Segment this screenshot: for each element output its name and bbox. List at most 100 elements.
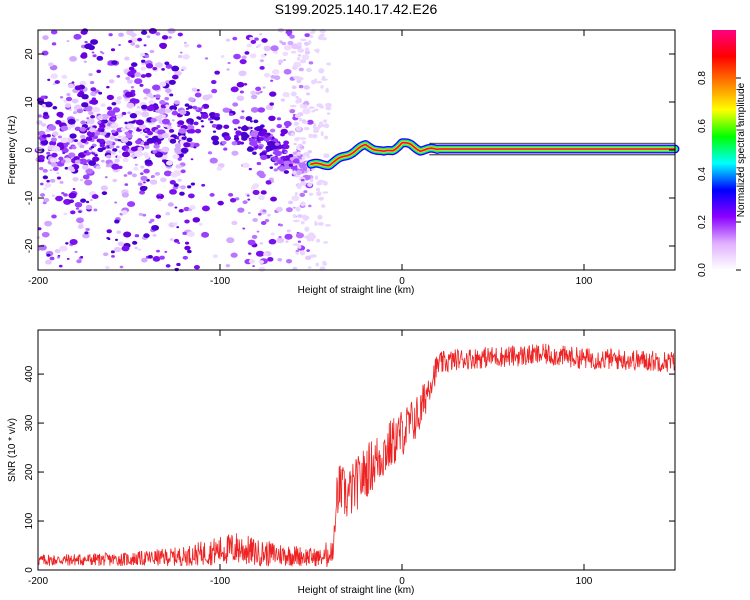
- spectrogram-noise-blob: [60, 137, 69, 144]
- spectrogram-noise-blob: [314, 78, 318, 83]
- spectrogram-noise-blob: [177, 120, 185, 126]
- spectrogram-noise-blob: [237, 207, 245, 213]
- spectrogram-noise-blob: [152, 256, 161, 262]
- spectrogram-noise-blob: [278, 62, 282, 65]
- spectrogram-noise-blob: [143, 181, 146, 184]
- spectrogram-noise-blob: [296, 184, 302, 190]
- spectrogram-noise-blob: [187, 105, 193, 109]
- spectrogram-noise-blob: [132, 126, 137, 130]
- spectrogram-noise-blob: [134, 163, 138, 166]
- spectrogram-noise-blob: [299, 59, 307, 64]
- spectrogram-noise-blob: [121, 245, 130, 252]
- spectrogram-noise-blob: [236, 95, 245, 101]
- spectrogram-noise-blob: [315, 262, 320, 267]
- spectrogram-noise-blob: [172, 222, 178, 226]
- spectrogram-noise-blob: [44, 182, 52, 188]
- spectrogram-noise-blob: [84, 179, 93, 186]
- spectrogram-noise-blob: [68, 192, 77, 199]
- spectrogram-noise-blob: [302, 108, 311, 115]
- spectrogram-noise-blob: [98, 91, 103, 95]
- spectrogram-noise-blob: [271, 69, 280, 75]
- spectrogram-noise-blob: [250, 39, 257, 44]
- spectrogram-noise-blob: [260, 190, 267, 195]
- spectrogram-noise-blob: [144, 54, 150, 59]
- spectrogram-noise-blob: [51, 214, 57, 219]
- spectrogram-noise-blob: [139, 172, 144, 175]
- spectrogram-noise-blob: [75, 118, 80, 122]
- spectrogram-noise-blob: [114, 238, 119, 241]
- spectrogram-noise-blob: [65, 96, 73, 102]
- spectrogram-signal-band: [310, 142, 676, 167]
- spectrogram-noise-blob: [304, 47, 310, 52]
- spectrogram-noise-blob: [131, 131, 135, 134]
- spectrogram-noise-blob: [323, 153, 330, 159]
- spectrogram-noise-blob: [190, 158, 194, 161]
- spectrogram-noise-blob: [188, 120, 192, 123]
- spectrogram-noise-blob: [49, 169, 53, 172]
- spectrogram-noise-blob: [164, 97, 170, 101]
- snr-frame: [37, 329, 676, 571]
- spectrogram-content: [34, 27, 680, 272]
- spectrogram-noise-blob: [122, 157, 129, 163]
- spectrogram-noise-blob: [285, 240, 289, 243]
- spectrogram-noise-blob: [167, 27, 176, 34]
- spectrogram-noise-blob: [178, 208, 184, 213]
- spectrogram-noise-blob: [56, 176, 62, 180]
- spectrogram-noise-blob: [245, 116, 253, 122]
- spectrogram-noise-blob: [106, 106, 113, 111]
- spectrogram-noise-blob: [308, 106, 315, 109]
- spectrogram-noise-blob: [145, 63, 154, 69]
- spectrogram-noise-blob: [129, 113, 138, 119]
- spectrogram-noise-blob: [193, 264, 200, 270]
- spectrogram-noise-blob: [52, 145, 61, 152]
- spectrogram-noise-blob: [290, 91, 297, 97]
- spectrogram-noise-blob: [80, 198, 87, 203]
- spectrogram-noise-blob: [322, 180, 328, 186]
- spectrogram-noise-blob: [242, 200, 248, 205]
- spectrogram-noise-blob: [309, 31, 316, 35]
- spectrogram-noise-blob: [156, 193, 165, 200]
- spectrogram-noise-blob: [66, 257, 70, 260]
- spectrogram-noise-blob: [201, 183, 206, 187]
- spectrogram-noise-blob: [209, 120, 214, 124]
- spectrogram-noise-blob: [154, 142, 158, 145]
- spectrogram-noise-blob: [291, 50, 297, 54]
- spectrogram-noise-blob: [85, 227, 90, 232]
- spectrogram-noise-blob: [103, 138, 109, 142]
- spectrogram-noise-blob: [285, 29, 293, 35]
- spectrogram-noise-blob: [98, 138, 105, 143]
- spectrogram-noise-blob: [84, 43, 92, 50]
- spectrogram-noise-blob: [258, 145, 263, 150]
- spectrogram-noise-blob: [77, 224, 84, 229]
- spectrogram-noise-blob: [235, 130, 243, 136]
- spectrogram-noise-blob: [161, 146, 170, 153]
- spectrogram-noise-blob: [318, 68, 325, 74]
- spectrogram-noise-blob: [244, 51, 250, 55]
- spectrogram-noise-blob: [68, 108, 72, 111]
- spectrogram-noise-blob: [138, 123, 147, 130]
- spectrogram-noise-blob: [37, 154, 45, 161]
- spectrogram-noise-blob: [130, 86, 135, 89]
- spectrogram-noise-blob: [289, 34, 295, 39]
- spectrogram-noise-blob: [292, 243, 300, 246]
- spectrogram-noise-blob: [258, 213, 262, 216]
- spectrogram-noise-blob: [78, 158, 88, 165]
- spectrogram-noise-blob: [168, 128, 175, 133]
- spectrogram-noise-blob: [61, 74, 68, 80]
- spectrogram-noise-blob: [114, 201, 118, 204]
- spectrogram-noise-blob: [301, 121, 309, 124]
- spectrogram-noise-blob: [297, 54, 302, 57]
- spectrogram-noise-blob: [321, 204, 326, 208]
- spectrogram-noise-blob: [298, 67, 304, 72]
- spectrogram-noise-blob: [223, 124, 230, 129]
- spectrogram-noise-blob: [177, 157, 182, 161]
- spectrogram-noise-blob: [292, 219, 300, 223]
- spectrogram-noise-blob: [239, 90, 244, 94]
- spectrogram-noise-blob: [246, 43, 252, 48]
- spectrogram-x-ticks: -200 -100 0 100: [28, 30, 593, 287]
- spectrogram-noise-blob: [155, 94, 161, 99]
- spectrogram-noise-blob: [255, 45, 259, 48]
- spectrogram-noise-blob: [169, 138, 177, 144]
- spectrogram-noise-blob: [168, 79, 176, 85]
- spectrogram-noise-blob: [69, 168, 76, 173]
